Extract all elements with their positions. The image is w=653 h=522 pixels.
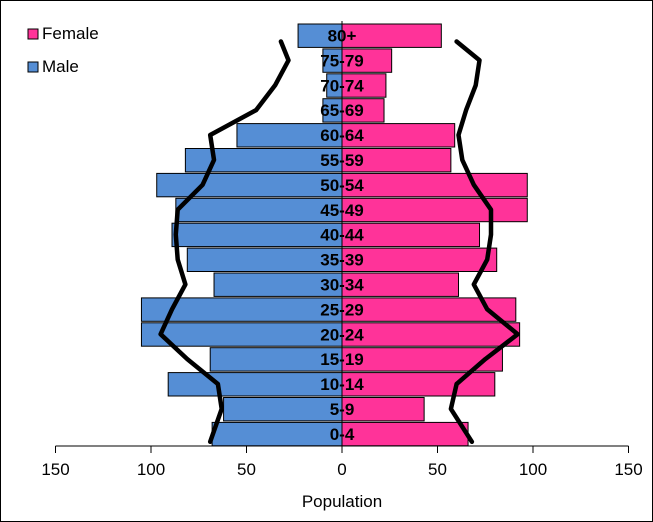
female-bar-45-49: [341, 197, 528, 223]
male-bar-10-14: [167, 372, 343, 397]
x-tick-label: 150: [41, 460, 69, 479]
male-bar-40-44: [171, 222, 343, 248]
left-overlay-line: [158, 39, 291, 445]
male-bar-5-9: [223, 397, 343, 422]
legend: Female Male: [27, 24, 99, 76]
female-bar-80+: [341, 23, 442, 48]
x-tick-label: 50: [237, 460, 256, 479]
male-bar-50-54: [156, 172, 343, 198]
female-bars-group: [341, 23, 528, 447]
x-axis: 150 100 50 0 50 100 150: [41, 21, 643, 479]
legend-swatch-male: [27, 61, 39, 73]
female-bar-50-54: [341, 172, 528, 198]
female-bar-0-4: [341, 421, 469, 447]
x-tick-label: 150: [614, 460, 642, 479]
x-tick-label: 100: [519, 460, 547, 479]
legend-label-female: Female: [42, 24, 99, 43]
female-bar-35-39: [341, 247, 498, 273]
male-bar-45-49: [175, 197, 343, 223]
right-overlay-line: [448, 39, 520, 445]
legend-swatch-female: [27, 28, 39, 40]
female-bar-20-24: [341, 322, 521, 347]
female-bar-10-14: [341, 372, 496, 397]
male-bars-group: [140, 23, 343, 447]
x-tick-label: 0: [337, 460, 346, 479]
x-tick-label: 100: [137, 460, 165, 479]
x-tick-label: 50: [428, 460, 447, 479]
male-bar-0-4: [211, 421, 343, 447]
legend-label-male: Male: [42, 57, 79, 76]
female-bar-5-9: [341, 397, 425, 422]
overlay-lines-group: [158, 39, 520, 445]
male-bar-35-39: [186, 247, 343, 273]
x-axis-title: Population: [302, 492, 382, 511]
